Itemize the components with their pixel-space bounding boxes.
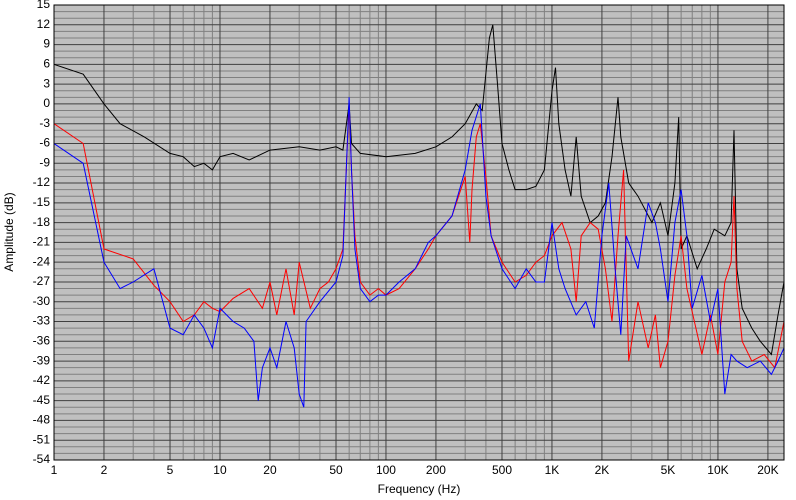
plot-border (53, 4, 785, 461)
plot-area (54, 5, 784, 460)
x-tick-label: 10 (213, 463, 227, 477)
y-axis-label: Amplitude (dB) (2, 192, 16, 271)
y-tick-label: -27 (33, 274, 51, 288)
y-tick-label: -48 (33, 413, 51, 427)
x-tick-label: 5 (167, 463, 174, 477)
y-tick-label: -6 (39, 136, 50, 150)
y-tick-label: -15 (33, 195, 51, 209)
y-tick-label: -18 (33, 215, 51, 229)
y-tick-label: 12 (37, 17, 51, 31)
y-tick-label: -51 (33, 432, 51, 446)
y-tick-label: -21 (33, 235, 51, 249)
x-axis-label: Frequency (Hz) (378, 482, 461, 496)
x-tick-label: 10K (707, 463, 728, 477)
x-tick-label: 2K (595, 463, 610, 477)
y-tick-label: -36 (33, 333, 51, 347)
y-tick-label: 3 (43, 76, 50, 90)
x-tick-label: 20K (757, 463, 778, 477)
tick-labels: 15129630-3-6-9-12-15-18-21-24-27-30-33-3… (33, 0, 779, 477)
series-group (54, 24, 784, 408)
x-tick-label: 50 (329, 463, 343, 477)
series-line (54, 97, 784, 408)
x-tick-label: 100 (376, 463, 396, 477)
grid (53, 4, 784, 461)
y-tick-label: 6 (43, 57, 50, 71)
x-tick-label: 200 (426, 463, 446, 477)
series-line (54, 24, 784, 356)
y-tick-label: -33 (33, 314, 51, 328)
y-tick-label: -24 (33, 254, 51, 268)
x-tick-label: 1 (51, 463, 58, 477)
y-tick-label: -12 (33, 175, 51, 189)
y-tick-label: 9 (43, 37, 50, 51)
x-tick-label: 500 (492, 463, 512, 477)
y-tick-label: -9 (39, 155, 50, 169)
x-tick-label: 1K (545, 463, 560, 477)
x-tick-label: 20 (263, 463, 277, 477)
y-tick-label: 0 (43, 96, 50, 110)
x-tick-label: 2 (101, 463, 108, 477)
y-tick-label: -39 (33, 353, 51, 367)
y-tick-label: 15 (37, 0, 51, 11)
series-line (54, 103, 784, 369)
y-tick-label: -54 (33, 452, 51, 466)
y-tick-label: -30 (33, 294, 51, 308)
y-tick-label: -45 (33, 393, 51, 407)
x-tick-label: 5K (661, 463, 676, 477)
y-tick-label: -42 (33, 373, 51, 387)
y-tick-label: -3 (39, 116, 50, 130)
